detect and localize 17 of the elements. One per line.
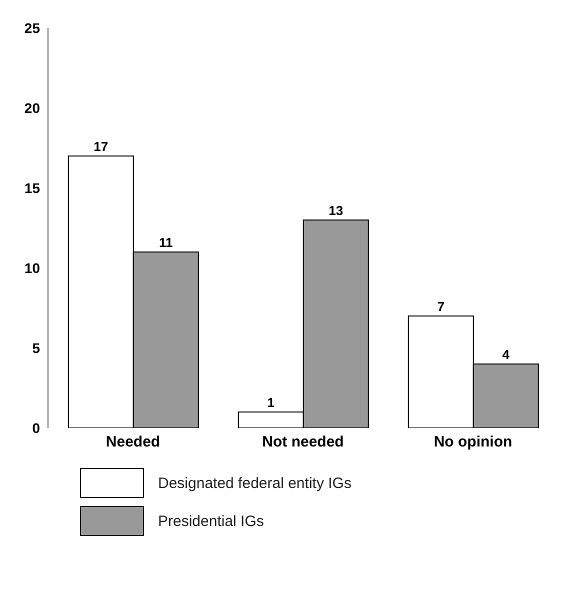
y-tick-label: 0 <box>32 420 40 436</box>
data-label: 17 <box>94 139 108 154</box>
data-label: 11 <box>159 235 173 250</box>
y-tick-label: 10 <box>24 260 40 276</box>
x-tick-label: Needed <box>106 434 160 451</box>
data-label: 13 <box>328 203 344 218</box>
data-label: 4 <box>502 347 510 362</box>
x-tick-label: Not needed <box>262 434 344 451</box>
legend-label: Designated federal entity IGs <box>158 474 352 492</box>
y-tick-label: 25 <box>24 20 40 36</box>
data-label: 7 <box>437 299 445 314</box>
y-tick-label: 5 <box>32 340 40 356</box>
x-tick-label: No opinion <box>434 434 512 451</box>
data-label: 1 <box>267 395 275 410</box>
legend-label: Presidential IGs <box>158 512 264 530</box>
y-tick-label: 20 <box>24 100 40 116</box>
y-tick-label: 15 <box>24 180 40 196</box>
